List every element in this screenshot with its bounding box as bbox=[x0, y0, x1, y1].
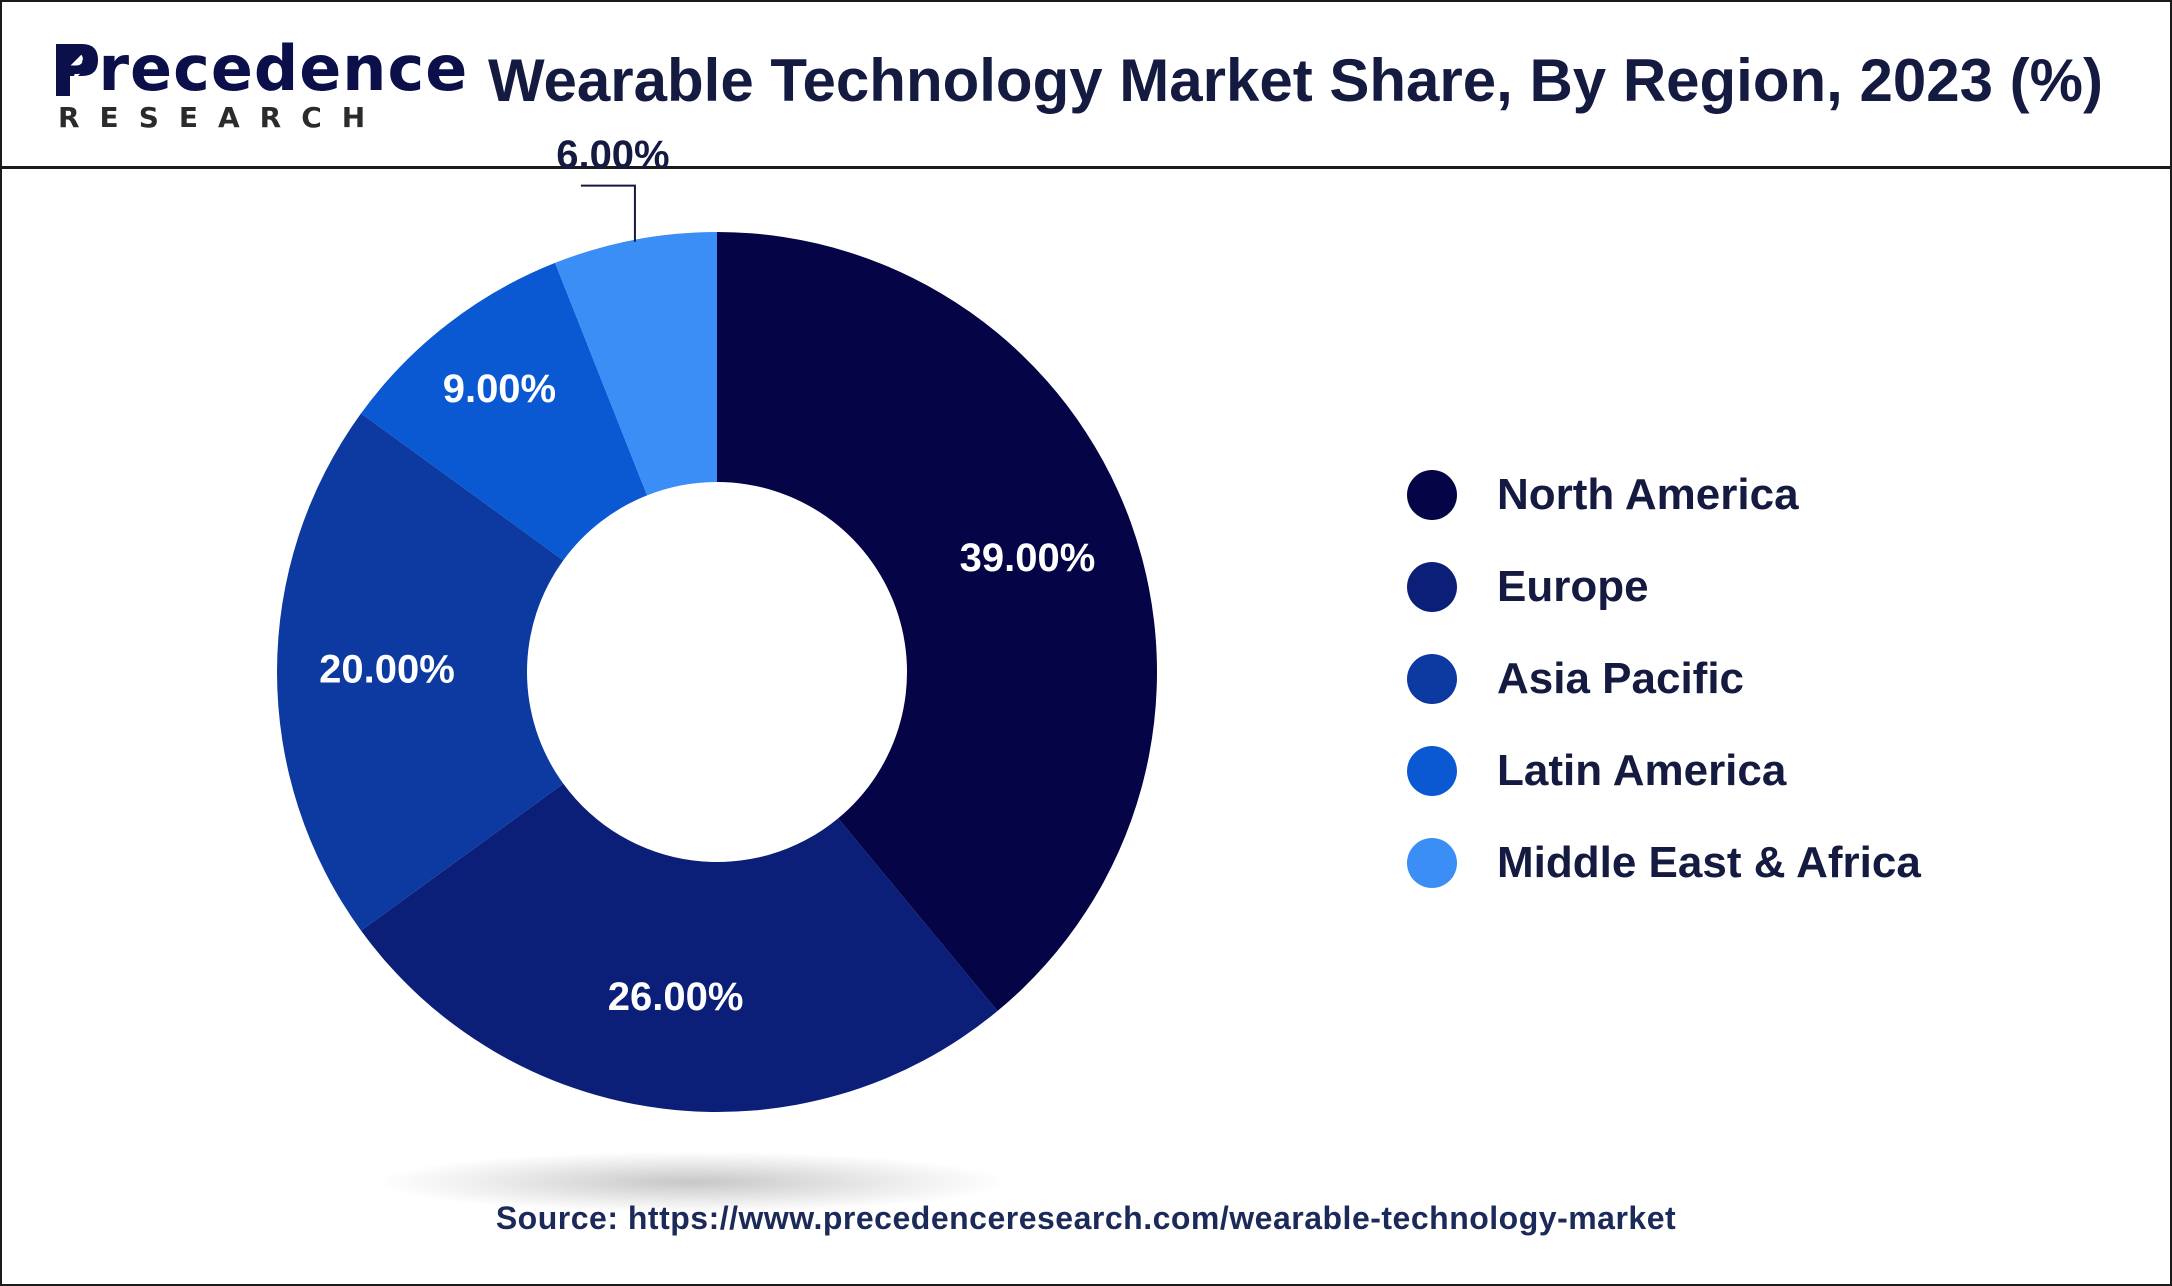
legend-swatch bbox=[1407, 654, 1457, 704]
legend-label: Europe bbox=[1497, 562, 1649, 611]
legend-item: North America bbox=[1407, 467, 1799, 523]
donut-slice-latin-america bbox=[361, 262, 648, 561]
slice-value-label: 26.00% bbox=[608, 975, 744, 1019]
chart-shadow bbox=[382, 1152, 1002, 1212]
legend-item: Europe bbox=[1407, 559, 1649, 615]
donut-slice-asia-pacific bbox=[277, 413, 564, 931]
slice-value-label: 20.00% bbox=[319, 648, 455, 692]
donut-slice-europe bbox=[361, 783, 998, 1112]
legend-swatch bbox=[1407, 838, 1457, 888]
header: Precedence RESEARCH Wearable Technology … bbox=[2, 2, 2170, 169]
logo-arrow-icon bbox=[56, 44, 98, 96]
chart-title: Wearable Technology Market Share, By Reg… bbox=[488, 47, 2103, 114]
logo-subtitle: RESEARCH bbox=[58, 101, 386, 134]
legend-label: Asia Pacific bbox=[1497, 654, 1745, 703]
legend-item: Middle East & Africa bbox=[1407, 835, 1921, 891]
legend-label: Latin America bbox=[1497, 746, 1787, 795]
donut-slice-middle-east-africa bbox=[555, 232, 717, 496]
source-note: Source: https://www.precedenceresearch.c… bbox=[495, 1200, 1677, 1236]
legend-label: North America bbox=[1497, 470, 1799, 519]
donut-slice-north-america bbox=[717, 232, 1157, 1012]
legend-item: Latin America bbox=[1407, 743, 1786, 799]
legend-swatch bbox=[1407, 562, 1457, 612]
slice-value-label: 6.00% bbox=[556, 133, 669, 177]
logo-wordmark: Precedence bbox=[52, 32, 469, 105]
legend-swatch bbox=[1407, 470, 1457, 520]
legend-item: Asia Pacific bbox=[1407, 651, 1744, 707]
slice-value-label: 39.00% bbox=[960, 536, 1096, 580]
legend-label: Middle East & Africa bbox=[1497, 838, 1921, 887]
slice-value-label: 9.00% bbox=[443, 367, 556, 411]
label-leader-line bbox=[580, 184, 636, 242]
logo: Precedence RESEARCH bbox=[52, 38, 467, 138]
legend-swatch bbox=[1407, 746, 1457, 796]
